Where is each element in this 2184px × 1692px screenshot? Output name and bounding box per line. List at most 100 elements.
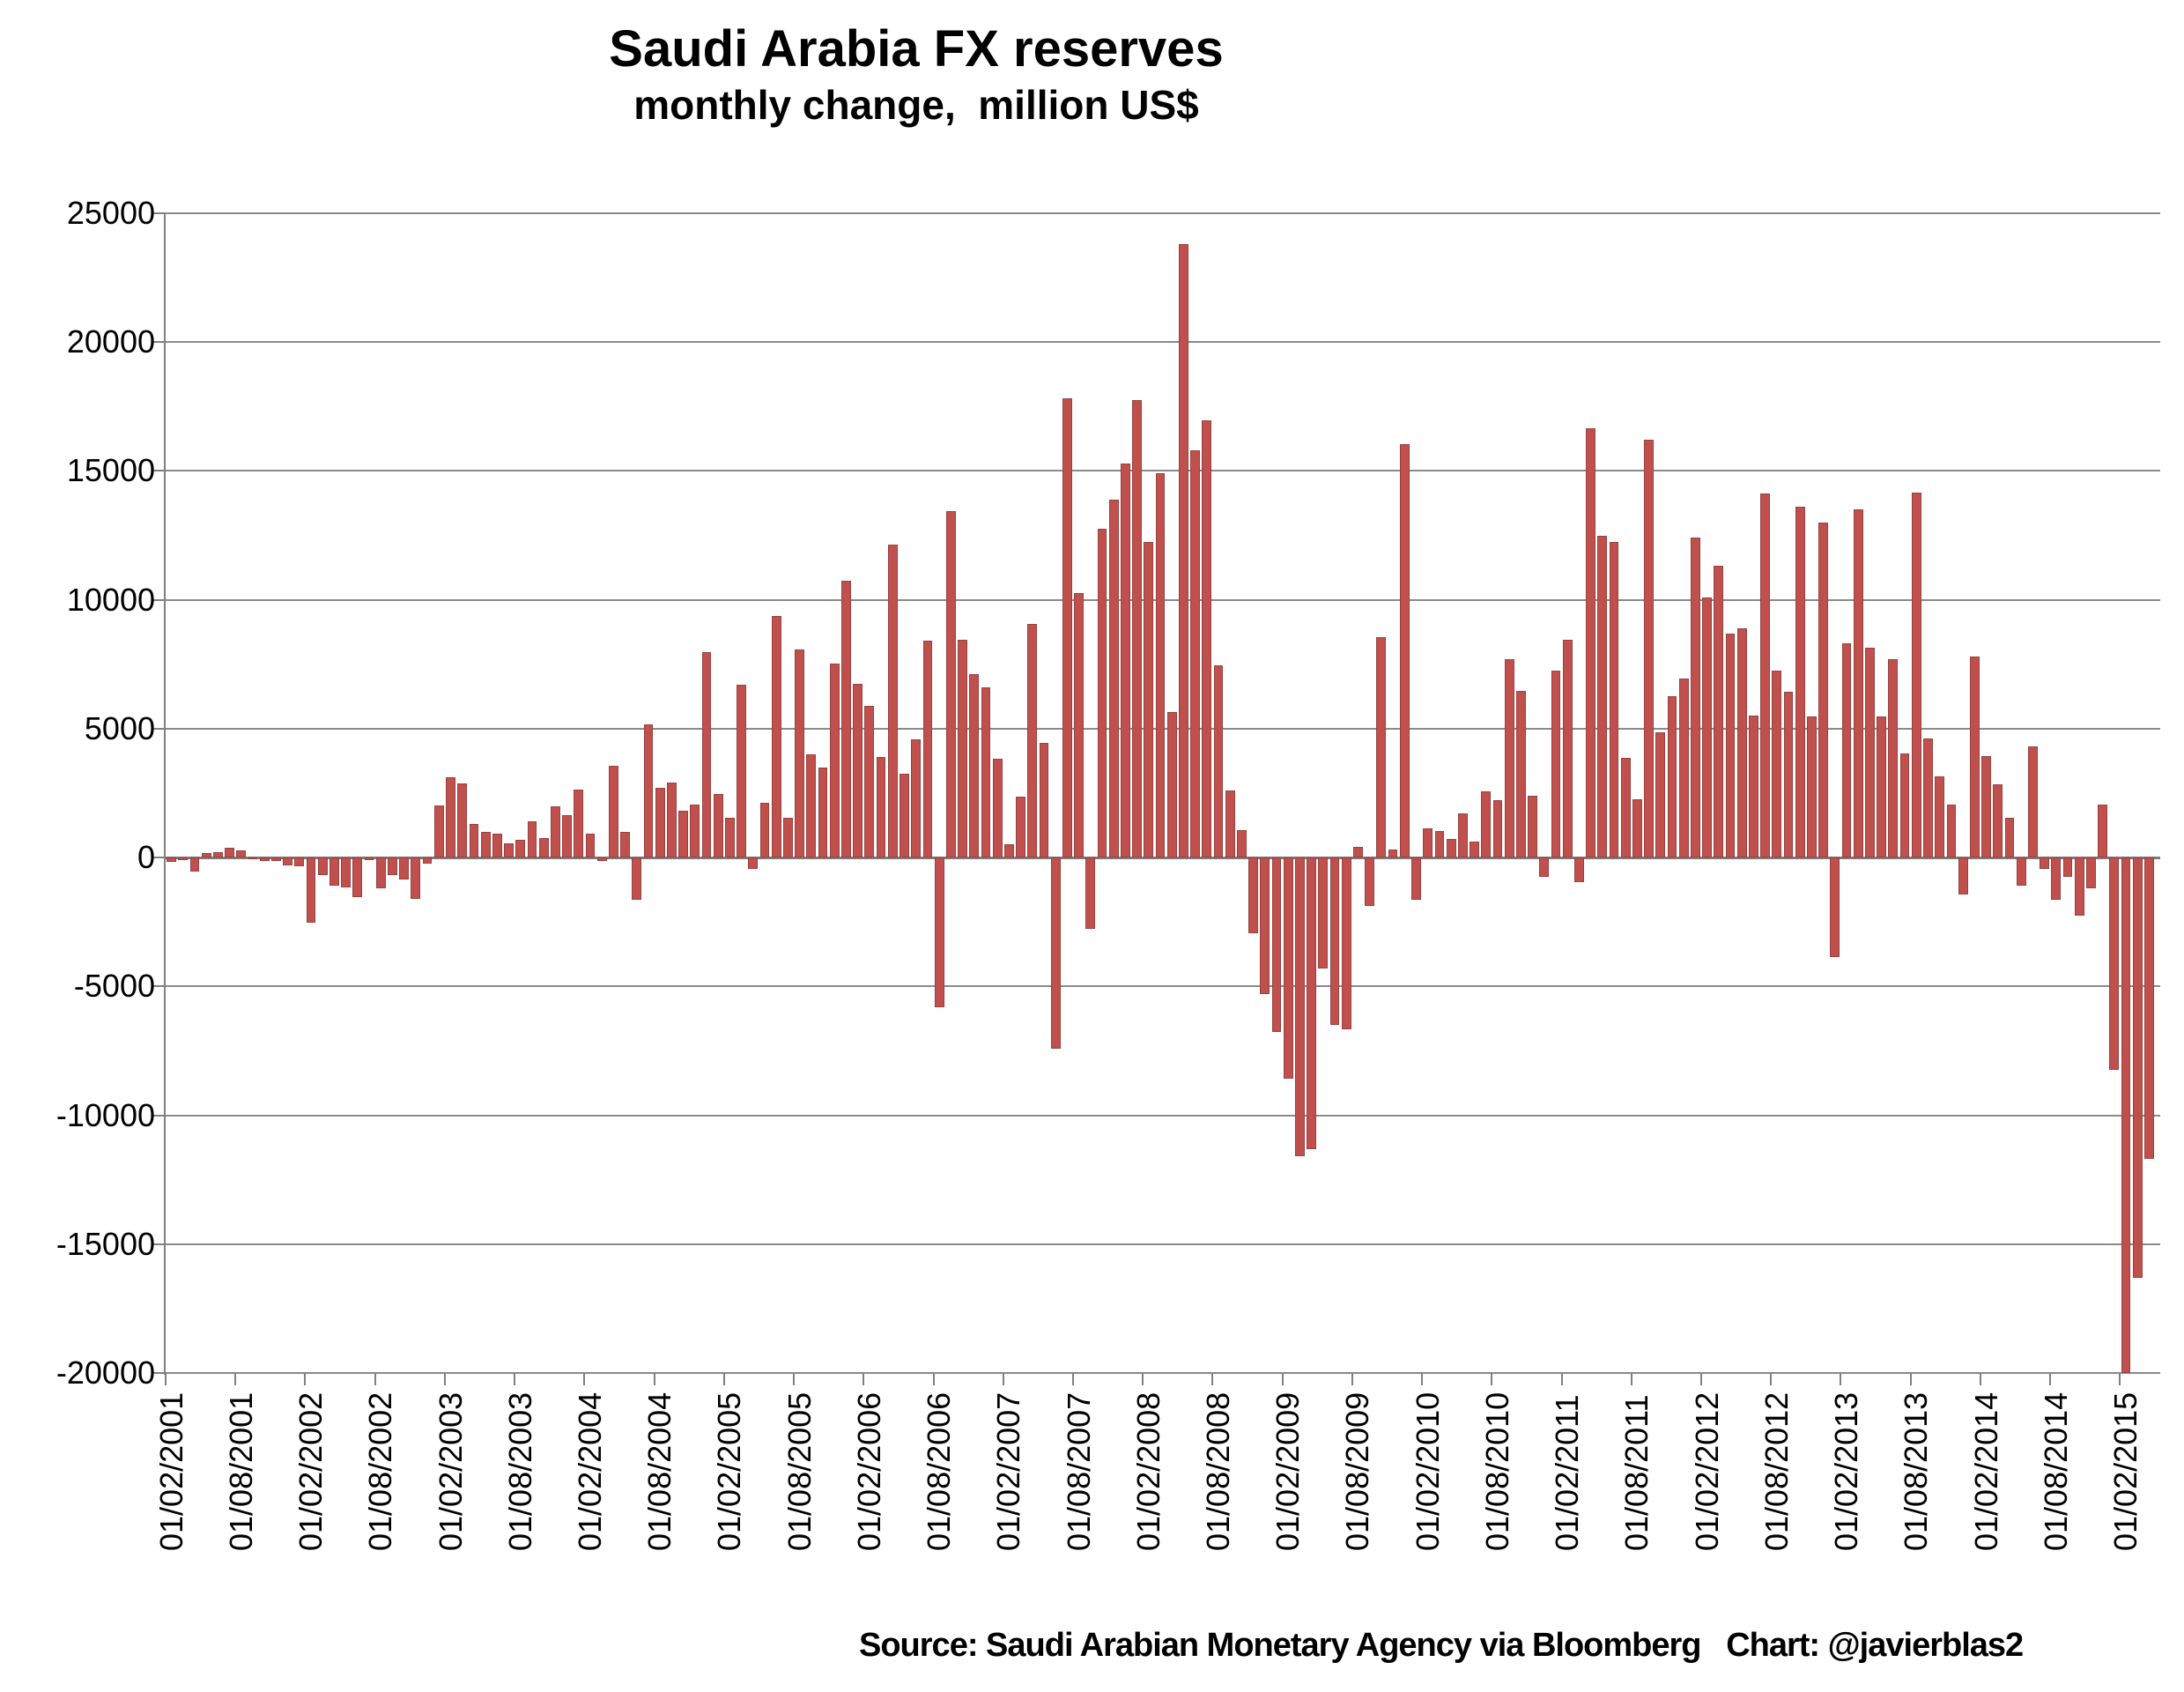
bar-monthly-change xyxy=(1283,857,1293,1079)
bar-monthly-change xyxy=(1108,499,1119,858)
y-axis-tick xyxy=(153,341,166,344)
gridline xyxy=(166,1372,2160,1374)
bar-monthly-change xyxy=(457,783,468,858)
bar-monthly-change xyxy=(1841,642,1852,858)
y-axis-tick xyxy=(153,857,166,859)
bar-monthly-change xyxy=(1225,790,1235,858)
bar-monthly-change xyxy=(1899,753,1910,858)
chart-title: Saudi Arabia FX reserves xyxy=(609,20,1224,78)
bar-monthly-change xyxy=(1260,857,1270,995)
bar-monthly-change xyxy=(2085,857,2096,888)
x-axis-tick-label-text: 01/02/2011 xyxy=(1549,1394,1586,1551)
bar-monthly-change xyxy=(248,857,258,860)
bar-monthly-change xyxy=(527,821,537,858)
bar-monthly-change xyxy=(1993,784,2003,858)
x-axis-tick xyxy=(374,1373,376,1385)
x-axis-tick-label-text: 01/08/2001 xyxy=(222,1391,259,1551)
bar-monthly-change xyxy=(1609,541,1619,858)
bar-monthly-change xyxy=(678,811,688,858)
x-axis-tick-label-text: 01/08/2010 xyxy=(1478,1391,1515,1551)
y-axis-tick-label: 10000 xyxy=(66,581,155,618)
bar-monthly-change xyxy=(2098,805,2107,858)
y-axis-tick xyxy=(153,985,166,988)
bar-monthly-change xyxy=(2109,857,2120,1070)
x-axis-tick-label-text: 01/08/2008 xyxy=(1200,1391,1237,1551)
x-axis-tick-label-text: 01/02/2014 xyxy=(1967,1391,2004,1551)
bar-monthly-change xyxy=(1888,658,1899,858)
bar-monthly-change xyxy=(643,724,654,858)
bar-monthly-change xyxy=(1818,522,1829,858)
bar-monthly-change xyxy=(632,857,642,900)
bar-monthly-change xyxy=(1271,857,1282,1032)
bar-monthly-change xyxy=(748,857,759,870)
bar-monthly-change xyxy=(538,837,549,858)
y-axis-line xyxy=(164,213,166,1375)
bar-monthly-change xyxy=(1190,450,1200,858)
bar-monthly-change xyxy=(1923,738,1933,858)
x-axis-tick xyxy=(234,1373,237,1385)
gridline xyxy=(166,212,2160,214)
x-axis-tick xyxy=(1700,1373,1703,1385)
bar-monthly-change xyxy=(189,857,200,872)
x-axis-tick xyxy=(793,1373,796,1385)
x-axis-tick-label-text: 01/08/2005 xyxy=(781,1391,818,1551)
y-axis-tick xyxy=(153,727,166,730)
y-axis-tick-label: -20000 xyxy=(56,1354,155,1391)
bar-monthly-change xyxy=(1202,420,1212,858)
bar-monthly-change xyxy=(388,857,397,876)
y-axis-tick-label: 5000 xyxy=(84,709,155,746)
bar-monthly-change xyxy=(1597,535,1608,858)
x-axis-tick xyxy=(1142,1373,1144,1385)
x-axis-tick xyxy=(1002,1373,1004,1385)
bar-monthly-change xyxy=(1237,830,1247,858)
bar-monthly-change xyxy=(1132,400,1142,858)
bar-monthly-change xyxy=(2132,857,2143,1278)
bar-monthly-change xyxy=(1877,716,1887,858)
bar-monthly-change xyxy=(1528,795,1537,858)
bar-monthly-change xyxy=(771,615,781,858)
bar-monthly-change xyxy=(1003,843,1014,858)
bar-monthly-change xyxy=(574,790,584,858)
x-axis-tick-label-text: 01/08/2004 xyxy=(641,1391,678,1551)
bar-monthly-change xyxy=(1935,776,1945,858)
bar-monthly-change xyxy=(236,850,247,858)
bar-monthly-change xyxy=(1376,637,1387,858)
y-axis-tick-label: -5000 xyxy=(73,968,155,1005)
x-axis-tick-label-text: 01/02/2002 xyxy=(292,1391,329,1551)
bar-monthly-change xyxy=(317,857,328,876)
bar-monthly-change xyxy=(1969,656,1980,858)
gridline xyxy=(166,470,2160,472)
bar-monthly-change xyxy=(1307,857,1317,1149)
bar-monthly-change xyxy=(1772,671,1782,858)
bar-monthly-change xyxy=(2040,857,2049,870)
x-axis-tick xyxy=(722,1373,725,1385)
x-axis-tick xyxy=(862,1373,865,1385)
x-axis-tick xyxy=(1421,1373,1424,1385)
bar-monthly-change xyxy=(1492,799,1503,858)
x-axis-tick xyxy=(1211,1373,1214,1385)
bar-monthly-change xyxy=(1702,597,1712,858)
x-axis-tick-label-text: 01/08/2002 xyxy=(362,1391,399,1551)
bar-monthly-change xyxy=(1295,857,1305,1156)
y-axis-tick xyxy=(153,1114,166,1117)
x-axis-tick-label-text: 01/08/2006 xyxy=(921,1391,958,1551)
x-axis-tick xyxy=(1979,1373,1981,1385)
bar-monthly-change xyxy=(1341,857,1351,1029)
bar-monthly-change xyxy=(562,815,572,858)
bar-monthly-change xyxy=(1736,627,1747,858)
bar-monthly-change xyxy=(271,857,281,861)
x-axis-tick-label-text: 01/02/2012 xyxy=(1688,1391,1725,1551)
bar-monthly-change xyxy=(992,758,1003,858)
bar-monthly-change xyxy=(2062,857,2073,878)
x-axis-tick xyxy=(1071,1373,1074,1385)
x-axis-tick-label-text: 01/02/2009 xyxy=(1270,1391,1307,1551)
bar-monthly-change xyxy=(1865,647,1875,858)
y-axis-tick-label: 25000 xyxy=(66,195,155,231)
x-axis-tick xyxy=(583,1373,586,1385)
bar-monthly-change xyxy=(341,857,352,888)
bar-monthly-change xyxy=(911,738,922,858)
x-axis-tick xyxy=(443,1373,446,1385)
x-axis-tick-label-text: 01/08/2013 xyxy=(1898,1391,1935,1551)
bar-monthly-change xyxy=(1667,695,1677,858)
bar-monthly-change xyxy=(1830,857,1840,957)
